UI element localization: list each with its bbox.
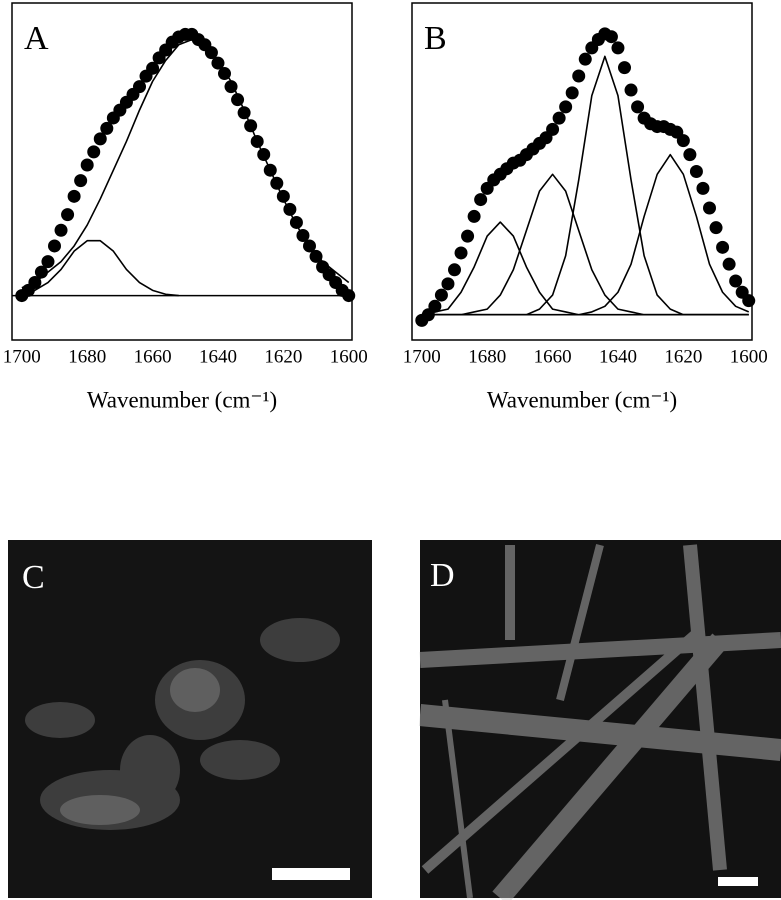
chart: 1700 1680 1660 1640 1620 1600 Wavenumber (cm⁻¹… (3, 2, 368, 412)
component-curve (21, 38, 350, 289)
panel-label: D (430, 557, 455, 594)
panel-label: B (424, 20, 447, 57)
data-point (546, 122, 560, 136)
data-point (146, 61, 160, 75)
data-point (434, 288, 448, 302)
x-tick-label: 1660 (534, 346, 572, 367)
image-c (8, 540, 372, 898)
data-point (467, 209, 481, 223)
data-point (461, 229, 475, 243)
x-tick-label: 1640 (199, 346, 237, 367)
texture (60, 668, 220, 825)
x-tick-label: 1600 (330, 346, 368, 367)
data-point (578, 52, 592, 66)
data-point (342, 289, 356, 303)
x-tick-label: 1680 (68, 346, 106, 367)
data-point (572, 69, 586, 83)
data-point (604, 30, 618, 44)
component-curve (421, 153, 750, 316)
data-point (441, 277, 455, 291)
data-point (709, 221, 723, 235)
data-point (552, 111, 566, 125)
micrograph-c (8, 540, 372, 898)
data-point (474, 193, 488, 207)
texture (418, 544, 781, 900)
data-point (565, 86, 579, 100)
x-tick-label: 1620 (664, 346, 702, 367)
data-point (41, 255, 55, 269)
component-curve (21, 239, 179, 297)
x-tick-label: 1620 (264, 346, 302, 367)
data-point (428, 299, 442, 313)
data-point (93, 132, 107, 146)
data-point (631, 100, 645, 114)
plot-frame (11, 2, 353, 341)
data-point (696, 181, 710, 195)
data-point (74, 174, 88, 188)
data-point (689, 165, 703, 178)
data-point (100, 121, 114, 135)
micrograph-d (418, 540, 781, 900)
data-point (722, 257, 736, 271)
x-tick-label: 1660 (134, 346, 172, 367)
chart: 1700 1680 1660 1640 1620 1600 Wavenumber (cm⁻¹… (403, 2, 768, 412)
image-d (420, 540, 781, 898)
texture (25, 618, 340, 830)
data-point (729, 274, 743, 288)
scale-bar (718, 877, 758, 886)
scale-bar (272, 868, 350, 880)
x-tick-label: 1600 (730, 346, 768, 367)
data-point (716, 240, 730, 254)
x-tick-label: 1700 (403, 346, 441, 367)
data-point (133, 80, 146, 94)
plot-frame (411, 2, 753, 341)
x-axis-label: Wavenumber (cm⁻¹) (87, 387, 277, 412)
data-point (61, 208, 75, 222)
data-point (454, 246, 468, 260)
data-point (618, 61, 631, 75)
data-point (48, 239, 61, 253)
data-point (683, 148, 697, 162)
data-point (559, 100, 573, 114)
x-axis-label: Wavenumber (cm⁻¹) (487, 387, 677, 412)
data-point (54, 223, 68, 237)
x-tick-label: 1700 (3, 346, 41, 367)
data-point (87, 145, 101, 159)
data-point (703, 201, 716, 215)
panel-label: C (22, 559, 45, 596)
data-point (676, 134, 690, 148)
data-point (80, 158, 94, 172)
data-point (624, 83, 638, 97)
data-point (283, 202, 297, 216)
data-point (67, 189, 81, 203)
x-tick-label: 1640 (599, 346, 637, 367)
data-point (448, 263, 461, 277)
panel-label: A (24, 20, 49, 57)
data-point (742, 294, 756, 308)
data-point (276, 189, 290, 203)
data-point (289, 215, 303, 229)
data-point (309, 249, 323, 263)
x-tick-label: 1680 (468, 346, 506, 367)
data-point (611, 41, 625, 55)
